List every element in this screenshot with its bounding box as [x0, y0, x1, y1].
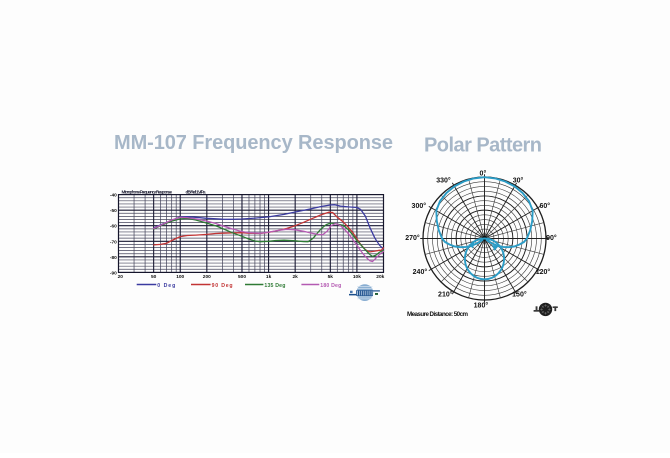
svg-text:300°: 300° [412, 202, 427, 210]
svg-text:210°: 210° [438, 291, 453, 299]
svg-text:135 Deg: 135 Deg [264, 283, 285, 289]
svg-text:270°: 270° [405, 234, 420, 242]
svg-text:240°: 240° [413, 268, 428, 276]
svg-text:50: 50 [151, 274, 157, 280]
svg-text:90 Deg: 90 Deg [212, 283, 233, 289]
svg-text:-40: -40 [110, 193, 117, 199]
svg-text:100: 100 [176, 274, 184, 280]
svg-text:20: 20 [118, 274, 124, 280]
svg-text:0 Deg: 0 Deg [157, 283, 175, 289]
svg-text:-90: -90 [110, 270, 117, 276]
svg-text:180 Deg: 180 Deg [320, 283, 341, 289]
svg-text:90°: 90° [546, 234, 557, 242]
svg-text:dB Ref. 1V/Pa: dB Ref. 1V/Pa [186, 190, 206, 195]
svg-text:10k: 10k [353, 274, 361, 280]
svg-text:150°: 150° [512, 291, 527, 299]
svg-text:1k: 1k [266, 274, 272, 280]
svg-text:-50: -50 [110, 208, 117, 214]
svg-text:-70: -70 [110, 239, 117, 245]
svg-text:500: 500 [238, 274, 246, 280]
svg-text:-60: -60 [110, 224, 117, 230]
svg-text:MM-107 Frequency Response: MM-107 Frequency Response [114, 132, 393, 154]
svg-text:330°: 330° [436, 176, 451, 184]
svg-text:200: 200 [203, 274, 211, 280]
svg-text:30°: 30° [513, 176, 524, 184]
svg-text:5k: 5k [328, 274, 334, 280]
svg-text:60°: 60° [540, 202, 551, 210]
svg-text:2k: 2k [293, 274, 299, 280]
svg-text:Microphone Frequency Response: Microphone Frequency Response [122, 190, 173, 195]
svg-text:-80: -80 [110, 255, 117, 261]
svg-text:Polar Pattern: Polar Pattern [424, 135, 542, 157]
svg-text:Measure Distance: 50cm: Measure Distance: 50cm [407, 311, 468, 318]
svg-text:120°: 120° [536, 268, 551, 276]
svg-text:20k: 20k [376, 274, 384, 280]
svg-text:0°: 0° [480, 169, 487, 177]
svg-text:180°: 180° [474, 301, 489, 309]
